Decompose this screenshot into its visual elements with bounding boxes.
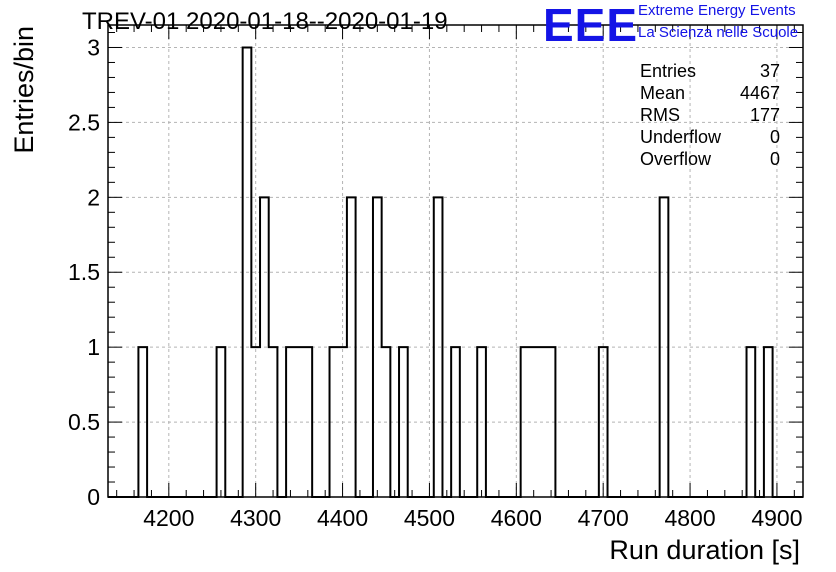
eee-logo: EEE bbox=[543, 0, 639, 51]
x-tick-label: 4500 bbox=[404, 505, 455, 531]
logo-caption-line1: Extreme Energy Events bbox=[638, 2, 796, 19]
y-tick-label: 2.5 bbox=[68, 109, 100, 135]
stat-label: RMS bbox=[640, 105, 680, 125]
axis-ticks bbox=[108, 25, 803, 498]
x-tick-label: 4400 bbox=[317, 505, 368, 531]
tick-labels: 4200 4300 4400 4500 4600 4700 4800 4900 0 0.5 1 1.5… bbox=[68, 34, 803, 531]
y-tick-label: 2 bbox=[87, 184, 100, 210]
stat-label: Overflow bbox=[640, 149, 712, 169]
x-tick-label: 4700 bbox=[578, 505, 629, 531]
stat-row-overflow: Overflow 0 bbox=[640, 148, 780, 170]
chart-title: TREV-01 2020-01-18--2020-01-19 bbox=[82, 8, 448, 35]
stat-value: 0 bbox=[769, 127, 780, 147]
plot-frame bbox=[107, 24, 804, 498]
stat-value: 177 bbox=[749, 105, 780, 125]
y-tick-label: 0 bbox=[87, 484, 100, 510]
y-tick-label: 0.5 bbox=[68, 409, 100, 435]
stat-value: 37 bbox=[759, 61, 780, 81]
logo-caption-line2: La Scienza nelle Scuole bbox=[638, 24, 799, 41]
x-tick-label: 4600 bbox=[491, 505, 542, 531]
x-tick-label: 4900 bbox=[751, 505, 802, 531]
x-tick-label: 4300 bbox=[230, 505, 281, 531]
stat-value: 0 bbox=[769, 149, 780, 169]
stat-row-entries: Entries 37 bbox=[640, 60, 780, 82]
y-tick-label: 3 bbox=[87, 34, 100, 60]
stat-row-underflow: Underflow 0 bbox=[640, 126, 780, 148]
x-tick-label: 4200 bbox=[143, 505, 194, 531]
x-tick-label: 4800 bbox=[664, 505, 715, 531]
y-tick-label: 1.5 bbox=[68, 259, 100, 285]
stat-label: Entries bbox=[640, 61, 697, 81]
stat-row-rms: RMS 177 bbox=[640, 104, 780, 126]
y-tick-label: 1 bbox=[87, 334, 100, 360]
stat-row-mean: Mean 4467 bbox=[640, 82, 780, 104]
stat-label: Underflow bbox=[640, 127, 722, 147]
x-axis-label: Run duration [s] bbox=[609, 535, 800, 565]
stats-box: Entries 37 Mean 4467 RMS 177 Underflow 0… bbox=[640, 60, 780, 170]
y-axis-label: Entries/bin bbox=[9, 26, 39, 154]
stat-label: Mean bbox=[640, 83, 686, 103]
stat-value: 4467 bbox=[739, 83, 780, 103]
